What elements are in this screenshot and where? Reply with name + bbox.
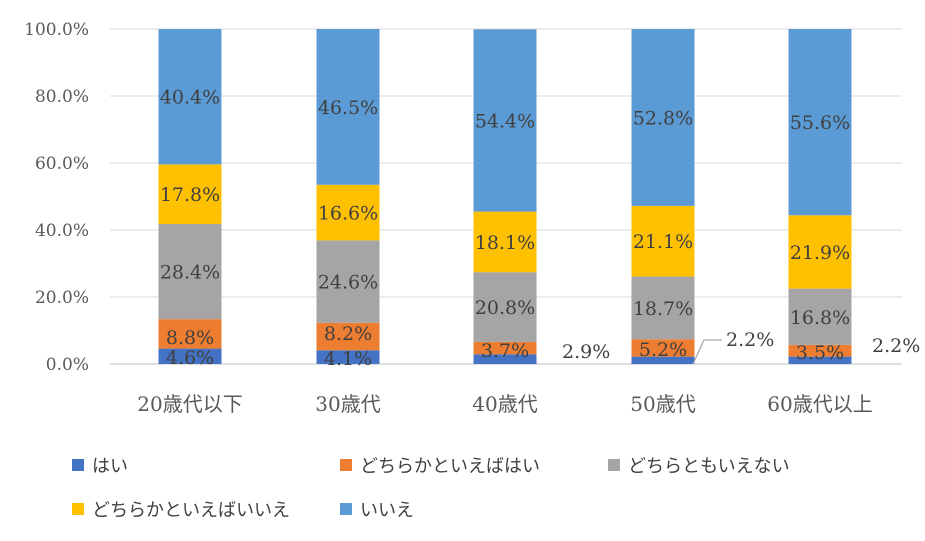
x-tick-label: 60歳代以上 <box>767 392 872 416</box>
data-label: 18.1% <box>475 232 535 254</box>
x-tick-label: 40歳代 <box>472 392 537 416</box>
bar-segment <box>631 276 695 340</box>
data-label: 3.7% <box>481 340 529 362</box>
bar-segment <box>788 215 852 289</box>
data-label: 16.6% <box>318 203 378 225</box>
bar-segment <box>473 354 537 364</box>
bar-segment <box>788 29 852 216</box>
bar-segment <box>788 344 852 357</box>
data-label: 20.8% <box>475 297 535 319</box>
bar-segment <box>473 211 537 273</box>
bar-segment <box>158 164 222 224</box>
bar-segment <box>316 184 380 241</box>
bar-segment <box>158 29 222 165</box>
data-label: 2.2% <box>726 329 774 351</box>
x-tick-label: 50歳代 <box>630 392 695 416</box>
bar-segment <box>158 348 222 364</box>
bar-segment <box>473 341 537 355</box>
leader-line <box>692 339 722 365</box>
bar-segment <box>631 356 695 364</box>
data-label: 8.2% <box>324 323 372 345</box>
data-label: 24.6% <box>318 272 378 294</box>
bar-segment <box>473 272 537 342</box>
bar-segment <box>158 319 222 349</box>
bar-segment <box>316 350 380 364</box>
data-label: 4.6% <box>166 347 214 369</box>
x-tick-label: 30歳代 <box>315 392 380 416</box>
y-tick-label: 20.0% <box>35 288 89 308</box>
data-label: 28.4% <box>160 262 220 284</box>
data-label: 8.8% <box>166 327 214 349</box>
y-tick-label: 100.0% <box>24 20 89 40</box>
data-label: 46.5% <box>318 97 378 119</box>
y-tick-label: 60.0% <box>35 154 89 174</box>
bar-segment <box>631 339 695 357</box>
data-label: 2.2% <box>872 335 920 357</box>
x-tick-label: 20歳代以下 <box>137 392 242 416</box>
data-label: 18.7% <box>633 298 693 320</box>
data-label: 21.9% <box>790 242 850 264</box>
data-label: 40.4% <box>160 87 220 109</box>
data-label: 21.1% <box>633 231 693 253</box>
data-label: 2.9% <box>562 341 610 363</box>
bar-segment <box>788 356 852 364</box>
data-label: 17.8% <box>160 184 220 206</box>
data-label: 52.8% <box>633 107 693 129</box>
y-tick-label: 40.0% <box>35 221 89 241</box>
bar-segment <box>158 223 222 320</box>
bar-segment <box>316 29 380 185</box>
data-label: 4.1% <box>324 348 372 370</box>
data-label: 3.5% <box>796 342 844 364</box>
y-tick-label: 80.0% <box>35 87 89 107</box>
bar-segment <box>473 29 537 212</box>
data-label: 54.4% <box>475 110 535 132</box>
bar-segment <box>316 240 380 323</box>
bar-segment <box>316 322 380 351</box>
data-label: 16.8% <box>790 307 850 329</box>
y-tick-label: 0.0% <box>46 355 89 375</box>
bar-segment <box>631 205 695 277</box>
data-label: 55.6% <box>790 112 850 134</box>
data-label: 5.2% <box>639 339 687 361</box>
bar-segment <box>631 29 695 206</box>
bar-segment <box>788 288 852 345</box>
